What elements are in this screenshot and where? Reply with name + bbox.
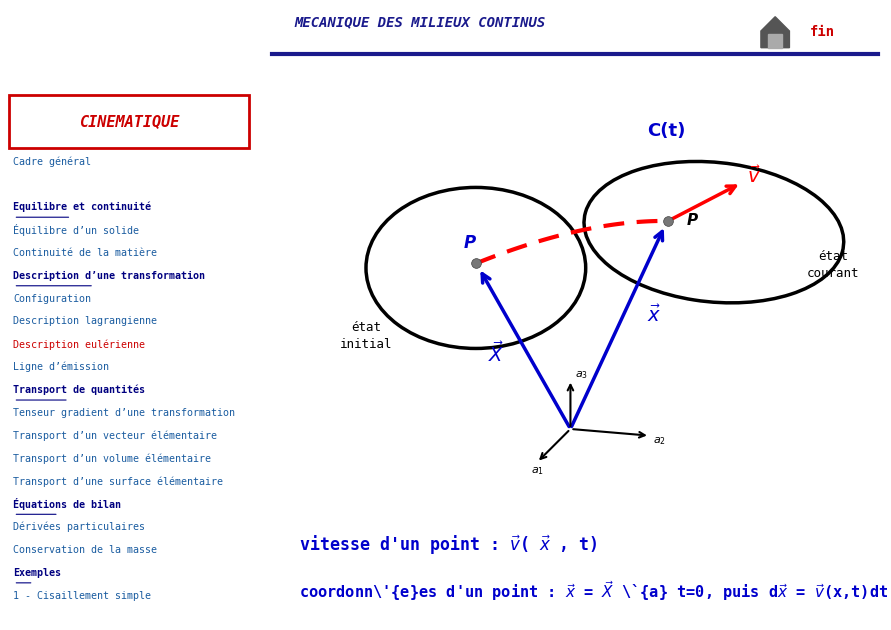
Text: $a_1$: $a_1$ bbox=[531, 466, 544, 478]
Text: $\vec{X}$: $\vec{X}$ bbox=[488, 341, 504, 366]
Text: vitesse d'un point : $\vec{v}$( $\vec{x}$ , t): vitesse d'un point : $\vec{v}$( $\vec{x}… bbox=[298, 534, 598, 558]
Text: Description d’une transformation: Description d’une transformation bbox=[13, 271, 206, 281]
Text: C(t): C(t) bbox=[647, 122, 685, 140]
Text: Exemples: Exemples bbox=[13, 568, 61, 578]
Text: $\vec{v}$: $\vec{v}$ bbox=[748, 166, 761, 187]
Text: coordonn\'{e}es d'un point : $\vec{x}$ = $\vec{X}$ \`{a} t=0, puis d$\vec{x}$ = : coordonn\'{e}es d'un point : $\vec{x}$ =… bbox=[298, 579, 888, 603]
Text: état
initial: état initial bbox=[339, 321, 392, 352]
Text: fin: fin bbox=[810, 25, 835, 39]
Text: Transport de quantités: Transport de quantités bbox=[13, 385, 145, 395]
Text: Cadre général: Cadre général bbox=[13, 156, 92, 167]
Text: MECANIQUE DES MILIEUX CONTINUS: MECANIQUE DES MILIEUX CONTINUS bbox=[294, 16, 545, 30]
Polygon shape bbox=[761, 17, 789, 48]
Text: Description eulérienne: Description eulérienne bbox=[13, 339, 145, 350]
Text: $a_3$: $a_3$ bbox=[576, 370, 588, 381]
Text: Equilibre et continuité: Equilibre et continuité bbox=[13, 202, 151, 212]
Text: état
courant: état courant bbox=[806, 250, 859, 280]
Text: $a_2$: $a_2$ bbox=[653, 435, 666, 447]
Text: Équilibre d’un solide: Équilibre d’un solide bbox=[13, 224, 140, 236]
Text: Équations de bilan: Équations de bilan bbox=[13, 498, 121, 510]
Text: Transport d’un volume élémentaire: Transport d’un volume élémentaire bbox=[13, 454, 211, 464]
Text: Dérivées particulaires: Dérivées particulaires bbox=[13, 522, 145, 532]
FancyBboxPatch shape bbox=[10, 95, 249, 147]
Text: Transport d’une surface élémentaire: Transport d’une surface élémentaire bbox=[13, 476, 224, 487]
Text: Transport d’un vecteur élémentaire: Transport d’un vecteur élémentaire bbox=[13, 430, 217, 441]
Polygon shape bbox=[768, 34, 782, 48]
Text: Ligne d’émission: Ligne d’émission bbox=[13, 362, 110, 372]
Text: $\vec{x}$: $\vec{x}$ bbox=[647, 304, 661, 326]
Text: Continuité de la matière: Continuité de la matière bbox=[13, 248, 158, 258]
Text: Tenseur gradient d’une transformation: Tenseur gradient d’une transformation bbox=[13, 408, 235, 418]
Text: Configuration: Configuration bbox=[13, 294, 92, 304]
Text: 1 - Cisaillement simple: 1 - Cisaillement simple bbox=[13, 591, 151, 601]
Text: CINEMATIQUE: CINEMATIQUE bbox=[79, 114, 179, 129]
Text: P: P bbox=[463, 234, 476, 252]
Text: Conservation de la masse: Conservation de la masse bbox=[13, 545, 158, 555]
Text: Description lagrangienne: Description lagrangienne bbox=[13, 316, 158, 326]
Text: P: P bbox=[686, 214, 698, 229]
